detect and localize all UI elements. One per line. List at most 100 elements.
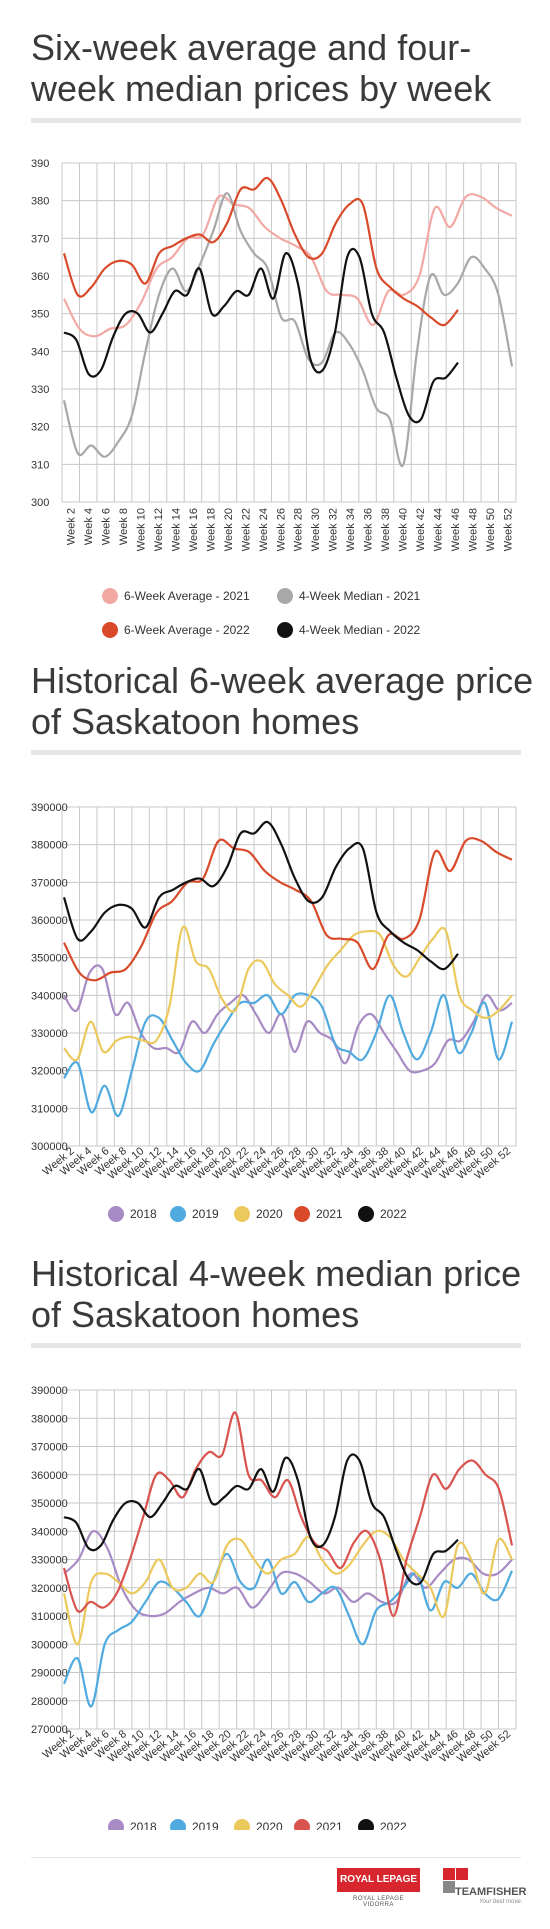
series-line-4-week-median-2021 <box>62 192 514 468</box>
series-line-2021 <box>63 837 513 982</box>
legend-swatch-2020 <box>234 1819 250 1830</box>
y-tick-label: 370000 <box>31 1442 68 1454</box>
legend-swatch-2018 <box>108 1819 124 1830</box>
y-tick-label: 390 <box>31 158 49 170</box>
legend-swatch-6-week-average-2022 <box>102 622 118 638</box>
x-tick-label: Week 40 <box>398 508 410 551</box>
y-tick-label: 350 <box>31 309 49 321</box>
y-tick-label: 380 <box>31 196 49 208</box>
x-tick-label: Week 42 <box>415 508 427 551</box>
y-tick-label: 360 <box>31 271 49 283</box>
chart1-divider <box>31 118 521 123</box>
legend-swatch-2019 <box>170 1819 186 1830</box>
legend-swatch-2022 <box>358 1206 374 1222</box>
royal-lepage-subtext: ROYAL LEPAGE VIDORRA <box>353 1896 404 1908</box>
y-tick-label: 340 <box>31 346 49 358</box>
x-tick-label: Week 12 <box>153 508 165 551</box>
teamfisher-square-icon <box>443 1881 455 1893</box>
series-line-6-week-average-2022 <box>62 176 459 327</box>
series-line-2021 <box>62 1411 514 1618</box>
y-tick-label: 350000 <box>31 953 68 965</box>
x-tick-label: Week 48 <box>467 508 479 551</box>
x-tick-label: Week 50 <box>485 508 497 551</box>
royal-lepage-logo: ROYAL LEPAGE ROYAL LEPAGE VIDORRA <box>337 1868 420 1910</box>
chart3-divider <box>31 1343 521 1348</box>
x-tick-label: Week 28 <box>293 508 305 551</box>
series-line-2019 <box>62 1552 514 1708</box>
y-tick-label: 340000 <box>31 1526 68 1538</box>
y-tick-label: 300000 <box>31 1141 68 1153</box>
x-tick-label: Week 18 <box>205 508 217 551</box>
x-tick-label: Week 4 <box>83 508 95 545</box>
y-tick-label: 290000 <box>31 1668 68 1680</box>
y-tick-label: 330000 <box>31 1555 68 1567</box>
y-tick-label: 310 <box>31 459 49 471</box>
y-tick-label: 330000 <box>31 1028 68 1040</box>
teamfisher-wordmark: TEAMFISHER <box>455 1886 527 1898</box>
y-tick-label: 270000 <box>31 1724 68 1736</box>
legend-swatch-2021 <box>294 1819 310 1830</box>
x-tick-label: Week 34 <box>345 508 357 551</box>
x-tick-label: Week 2 <box>66 508 78 545</box>
chart1-title: Six-week average and four-week median pr… <box>31 27 492 109</box>
legend-label-6-week-average-2022: 6-Week Average - 2022 <box>124 623 250 637</box>
y-tick-label: 360000 <box>31 1470 68 1482</box>
grid <box>61 162 517 503</box>
y-tick-label: 380000 <box>31 840 68 852</box>
y-tick-label: 350000 <box>31 1498 68 1510</box>
x-tick-label: Week 38 <box>380 508 392 551</box>
series-line-2020 <box>63 925 513 1062</box>
series-line-2022 <box>63 1453 459 1586</box>
y-tick-label: 320000 <box>31 1066 68 1078</box>
x-tick-label: Week 26 <box>275 508 287 551</box>
legend-label-2019: 2019 <box>192 1207 219 1221</box>
teamfisher-square-icon <box>456 1868 468 1880</box>
y-tick-label: 390000 <box>31 802 68 814</box>
legend-swatch-2018 <box>108 1206 124 1222</box>
legend-label-2021: 2021 <box>316 1820 343 1830</box>
legend-swatch-2022 <box>358 1819 374 1830</box>
legend-swatch-6-week-average-2021 <box>102 588 118 604</box>
legend-label-2022: 2022 <box>380 1820 407 1830</box>
x-tick-label: Week 24 <box>258 508 270 551</box>
x-tick-label: Week 32 <box>328 508 340 551</box>
legend-label-2018: 2018 <box>130 1207 157 1221</box>
x-tick-label: Week 36 <box>363 508 375 551</box>
chart2-divider <box>31 750 521 755</box>
legend-swatch-2020 <box>234 1206 250 1222</box>
y-tick-label: 360000 <box>31 915 68 927</box>
y-tick-label: 340000 <box>31 990 68 1002</box>
x-tick-label: Week 44 <box>432 508 444 551</box>
y-tick-label: 280000 <box>31 1696 68 1708</box>
y-tick-label: 300 <box>31 497 49 509</box>
teamfisher-tagline: Your best move. <box>479 1899 523 1905</box>
x-tick-label: Week 10 <box>136 508 148 551</box>
series-line-2022 <box>62 820 459 971</box>
x-tick-label: Week 14 <box>171 508 183 551</box>
series-line-2019 <box>63 992 514 1118</box>
y-tick-label: 390000 <box>31 1385 68 1397</box>
grid <box>61 806 517 1147</box>
legend-label-2020: 2020 <box>256 1207 283 1221</box>
y-tick-label: 310000 <box>31 1103 68 1115</box>
series-line-2020 <box>62 1529 513 1646</box>
chart1: 300 310 320 330 340 350 360 370 380 390 Week 2 Week… <box>31 158 517 638</box>
x-tick-label: Week 46 <box>450 508 462 551</box>
x-tick-label: Week 20 <box>223 508 235 551</box>
chart2-title: Historical 6-week average price of Saska… <box>31 660 534 742</box>
legend-label-4-week-median-2021: 4-Week Median - 2021 <box>299 589 421 603</box>
teamfisher-square-icon <box>443 1868 455 1880</box>
series-line-2018 <box>63 964 513 1074</box>
legend-swatch-2021 <box>294 1206 310 1222</box>
footer-divider <box>31 1857 521 1858</box>
teamfisher-logo: TEAMFISHER Your best move. <box>435 1868 527 1910</box>
legend-label-2021: 2021 <box>316 1207 343 1221</box>
y-tick-label: 310000 <box>31 1611 68 1623</box>
legend-swatch-2019 <box>170 1206 186 1222</box>
y-tick-label: 370 <box>31 233 49 245</box>
series-line-6-week-average-2021 <box>63 193 513 338</box>
legend-label-2022: 2022 <box>380 1207 407 1221</box>
legend-swatch-4-week-median-2022 <box>277 622 293 638</box>
x-tick-label: Week 16 <box>188 508 200 551</box>
y-tick-label: 370000 <box>31 877 68 889</box>
